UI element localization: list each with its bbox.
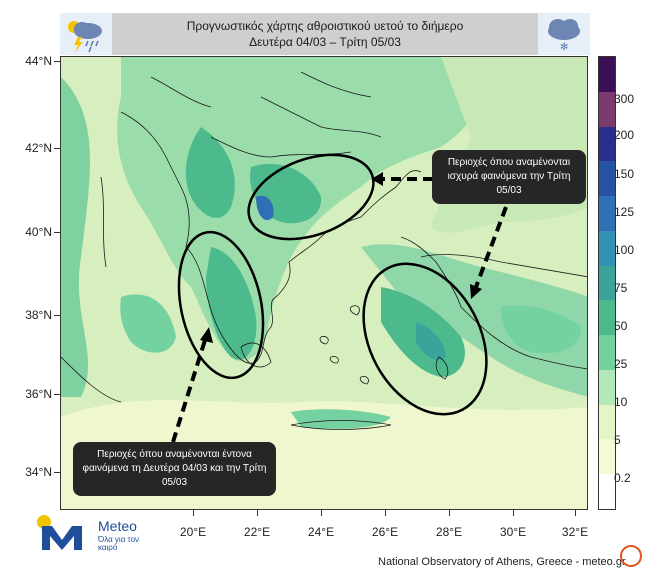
lon-tick xyxy=(575,510,576,516)
lat-label: 40°N xyxy=(25,225,52,239)
colorbar-swatch xyxy=(599,196,615,231)
lon-label: 28°E xyxy=(435,525,463,539)
colorbar-swatch xyxy=(599,300,615,336)
title-line-1: Προγνωστικός χάρτης αθροιστικού υετού το… xyxy=(186,19,464,33)
storm-cloud-icon xyxy=(60,13,112,55)
meteo-logo-mark xyxy=(37,515,82,550)
colorbar-swatch xyxy=(599,404,615,440)
lon-tick xyxy=(193,510,194,516)
colorbar-swatch xyxy=(599,369,615,405)
callout-right: Περιοχές όπου αναμένονται ισχυρά φαινόμε… xyxy=(432,150,586,204)
logo-tagline: Όλα για τον καιρό xyxy=(98,535,140,552)
lat-tick xyxy=(54,315,60,316)
watermark-icon xyxy=(620,545,642,567)
colorbar-label: 300 xyxy=(614,92,635,106)
colorbar-label: 100 xyxy=(614,243,635,257)
colorbar-label: 10 xyxy=(614,395,628,409)
title-line-2: Δευτέρα 04/03 – Τρίτη 05/03 xyxy=(249,35,401,49)
lat-label: 44°N xyxy=(25,54,52,68)
lon-tick xyxy=(385,510,386,516)
lat-tick xyxy=(54,61,60,62)
snow-cloud-icon: ✻ xyxy=(538,13,590,55)
map-header: Προγνωστικός χάρτης αθροιστικού υετού το… xyxy=(60,13,590,55)
colorbar-label: 150 xyxy=(614,167,635,181)
lon-tick xyxy=(321,510,322,516)
colorbar-label: 125 xyxy=(614,205,635,219)
lon-label: 26°E xyxy=(371,525,399,539)
colorbar-swatch xyxy=(599,57,615,92)
colorbar-label: 200 xyxy=(614,128,635,142)
lon-tick xyxy=(449,510,450,516)
colorbar-swatch xyxy=(599,126,615,162)
lat-label: 34°N xyxy=(25,465,52,479)
lon-label: 20°E xyxy=(179,525,207,539)
lat-tick xyxy=(54,472,60,473)
colorbar-swatch xyxy=(599,91,615,127)
lat-tick xyxy=(54,394,60,395)
colorbar-swatch xyxy=(599,230,615,266)
source-credit: National Observatory of Athens, Greece -… xyxy=(378,556,626,568)
colorbar-label: 5 xyxy=(614,433,621,447)
colorbar-swatch xyxy=(599,335,615,370)
lat-label: 38°N xyxy=(25,308,52,322)
lat-tick xyxy=(54,148,60,149)
colorbar-label: 50 xyxy=(614,319,628,333)
colorbar-swatch xyxy=(599,161,615,197)
lon-label: 30°E xyxy=(499,525,527,539)
colorbar-swatch xyxy=(599,474,615,509)
colorbar-swatch xyxy=(599,439,615,475)
lat-label: 42°N xyxy=(25,141,52,155)
svg-text:✻: ✻ xyxy=(560,42,568,53)
lon-tick xyxy=(257,510,258,516)
callout-left: Περιοχές όπου αναμένονται έντονα φαινόμε… xyxy=(73,442,276,496)
lat-tick xyxy=(54,232,60,233)
map-title: Προγνωστικός χάρτης αθροιστικού υετού το… xyxy=(120,18,530,50)
lon-tick xyxy=(513,510,514,516)
colorbar-label: 25 xyxy=(614,357,628,371)
colorbar-label: 0.2 xyxy=(614,471,631,485)
lon-label: 22°E xyxy=(243,525,271,539)
precip-colorbar xyxy=(598,56,616,510)
colorbar-label: 75 xyxy=(614,281,628,295)
meteo-logo: Meteo Όλα για τον καιρό xyxy=(34,514,154,552)
lon-label: 32°E xyxy=(561,525,589,539)
lat-label: 36°N xyxy=(25,387,52,401)
lon-label: 24°E xyxy=(307,525,335,539)
logo-name: Meteo xyxy=(98,518,137,534)
colorbar-swatch xyxy=(599,265,615,301)
